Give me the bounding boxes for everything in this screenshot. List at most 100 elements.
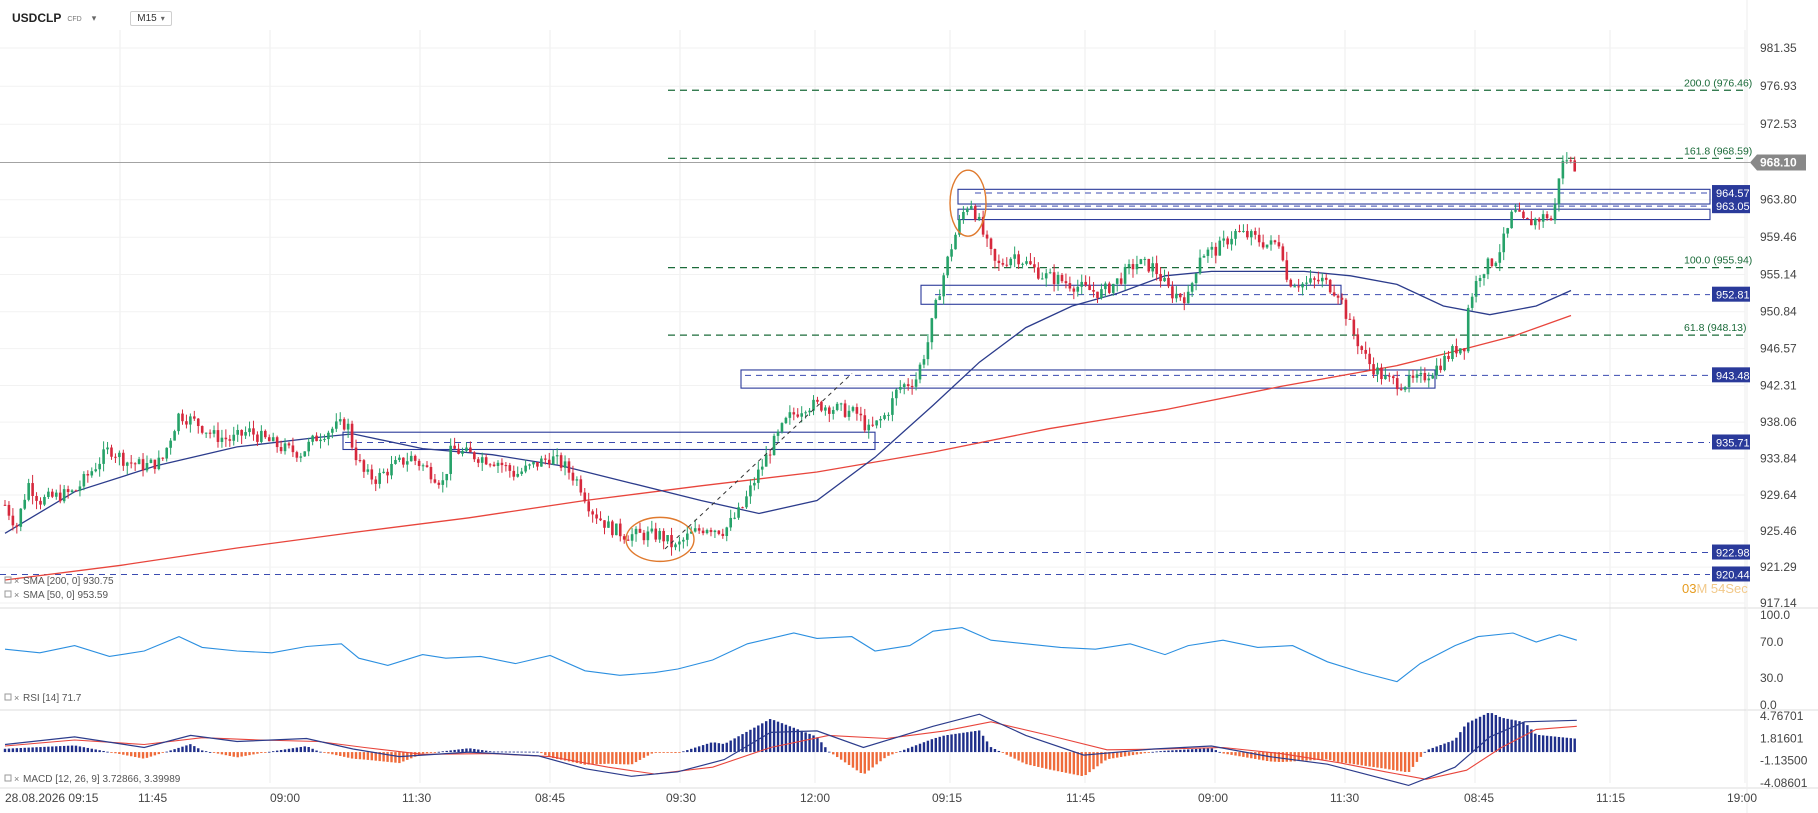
timeframe-selector[interactable]: M15 ▾ [130, 10, 172, 26]
macd-histogram-bar [1506, 718, 1509, 753]
level-tag [1712, 367, 1750, 383]
candle-body [1017, 254, 1020, 265]
candle-body [1340, 297, 1344, 300]
candle-body [445, 473, 449, 481]
candle-body [650, 528, 654, 532]
candle-body [1324, 277, 1328, 280]
macd-histogram-bar [1202, 748, 1206, 753]
candle-body [981, 216, 985, 235]
macd-histogram-bar [122, 752, 125, 755]
candle-body [630, 534, 634, 541]
macd-histogram-bar [1447, 742, 1450, 753]
candle-body [228, 439, 232, 441]
candle-body [473, 452, 476, 460]
time-tick-label: 08:45 [1464, 791, 1494, 805]
price-tick-label: 976.93 [1760, 79, 1797, 93]
candle-body [1230, 238, 1233, 245]
candle-body [918, 364, 922, 380]
candle-body [196, 418, 200, 427]
candle-body [1159, 274, 1162, 282]
macd-histogram-bar [74, 745, 78, 753]
macd-histogram-bar [1285, 752, 1288, 762]
symbol-label[interactable]: USDCLP [12, 11, 62, 25]
candle-body [1376, 367, 1379, 375]
macd-histogram-bar [1392, 752, 1395, 771]
macd-histogram-bar [875, 752, 878, 765]
candle-body [374, 479, 378, 484]
candle-body [1533, 218, 1537, 226]
macd-histogram-bar [796, 729, 799, 753]
macd-histogram-bar [1419, 752, 1423, 757]
fib-label: 161.8 (968.59) [1684, 145, 1752, 157]
macd-histogram-bar [536, 751, 539, 753]
candle-body [682, 539, 685, 542]
macd-histogram-bar [942, 735, 945, 753]
macd-histogram-bar [772, 720, 776, 753]
level-tag [1712, 544, 1750, 560]
macd-histogram-bar [492, 751, 496, 753]
macd-histogram-bar [1163, 750, 1166, 753]
candle-body [784, 417, 788, 424]
candle-body [989, 238, 993, 250]
macd-histogram-bar [1569, 738, 1572, 753]
symbol-dropdown-icon[interactable]: ▾ [91, 12, 97, 23]
macd-histogram-bar [571, 752, 575, 763]
candle-body [417, 460, 421, 466]
time-tick-label: 11:30 [1330, 791, 1359, 805]
zone-box [342, 431, 876, 451]
macd-histogram-bar [638, 752, 642, 760]
macd-histogram-bar [792, 727, 795, 753]
macd-histogram-bar [500, 751, 504, 753]
candle-body [583, 492, 587, 502]
candle-body [1001, 263, 1005, 265]
rsi-tick-label: 0.0 [1760, 698, 1777, 712]
macd-histogram-bar [1230, 752, 1233, 755]
legend-close-icon: × [14, 693, 19, 703]
macd-histogram-bar [1060, 752, 1064, 773]
candle-body [1013, 254, 1016, 259]
candle-body [1009, 258, 1013, 266]
macd-histogram-bar [970, 731, 973, 753]
candle-body [1415, 374, 1419, 378]
macd-histogram-bar [1510, 719, 1513, 753]
candle-body [346, 423, 350, 430]
candle-body [958, 219, 961, 235]
candle-body [1171, 286, 1174, 299]
candle-body [1064, 281, 1068, 284]
candle-body [820, 401, 823, 411]
candle-body [1289, 279, 1293, 287]
macd-histogram-bar [1135, 752, 1139, 755]
candle-body [1084, 281, 1087, 285]
macd-histogram-bar [70, 745, 74, 753]
macd-histogram-bar [358, 752, 362, 760]
macd-histogram-bar [256, 752, 259, 754]
candle-body [1573, 160, 1577, 172]
macd-histogram-bar [1257, 752, 1261, 760]
macd-histogram-bar [1526, 725, 1529, 753]
candle-body [1522, 211, 1525, 218]
candle-body [1565, 160, 1569, 162]
moving-averages [4, 270, 1572, 581]
candle-body [1545, 214, 1549, 219]
macd-histogram-bar [484, 750, 488, 753]
macd-histogram-bar [559, 752, 563, 760]
macd-histogram-bar [615, 752, 618, 765]
candle-body [189, 416, 192, 425]
macd-histogram-bar [1080, 752, 1083, 776]
candle-body [1502, 233, 1506, 253]
price-tick-label: 963.80 [1760, 193, 1797, 207]
macd-histogram-bar [828, 751, 831, 753]
candle-body [729, 517, 732, 528]
candle-body [492, 464, 496, 466]
candle-body [1466, 307, 1470, 352]
candle-body [1447, 355, 1450, 360]
macd-histogram-bar [1254, 752, 1257, 759]
time-tick-label: 19:00 [1727, 791, 1757, 805]
macd-histogram-bar [1088, 752, 1091, 773]
candle-body [1561, 160, 1565, 179]
time-tick-label: 11:45 [1066, 791, 1095, 805]
macd-histogram-bar [674, 752, 677, 753]
macd-histogram-bar [413, 752, 417, 757]
zone-box [740, 369, 1436, 389]
